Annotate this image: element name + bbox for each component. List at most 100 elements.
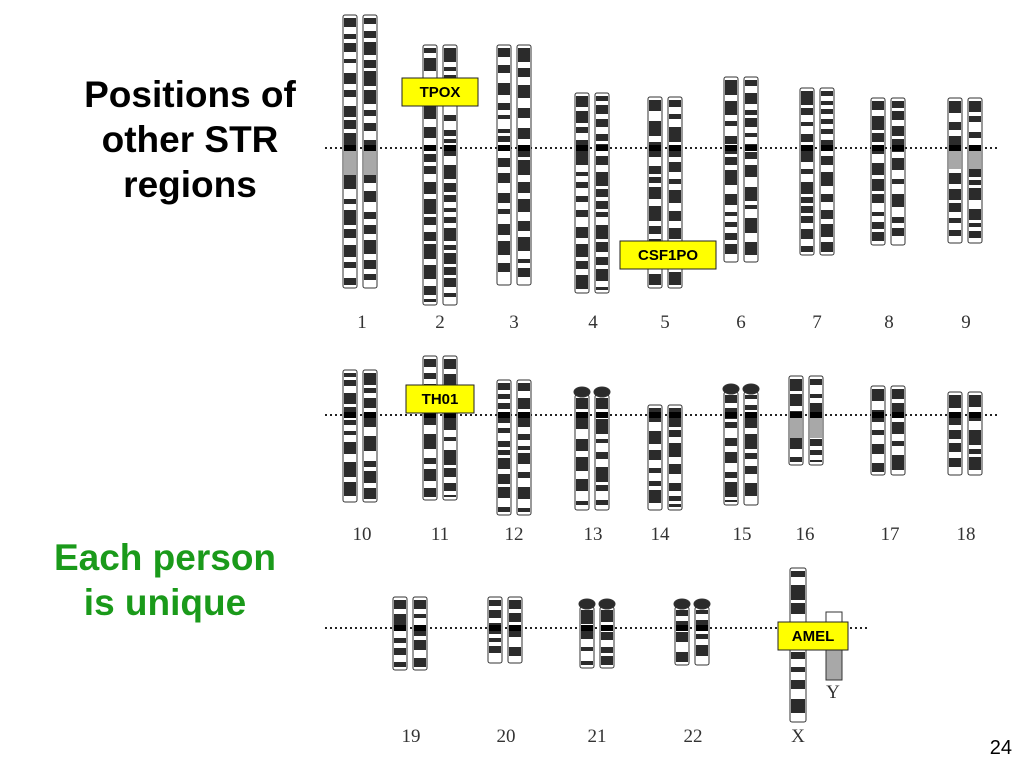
band [364, 388, 376, 393]
band [344, 278, 356, 285]
band [949, 443, 961, 452]
band [424, 488, 436, 497]
chromosome-number-label: X [791, 726, 805, 747]
marker-tag-label: TH01 [422, 391, 459, 408]
band [344, 210, 356, 225]
band [424, 127, 436, 138]
band [649, 100, 661, 111]
band [444, 495, 456, 497]
band [344, 420, 356, 425]
band [596, 485, 608, 491]
band [576, 416, 588, 429]
chromosome-number-label: 22 [684, 726, 703, 747]
satellite [593, 386, 611, 398]
band [364, 212, 376, 219]
chromosome-20-left [487, 596, 503, 664]
band [801, 169, 813, 174]
centromere [394, 625, 406, 631]
chromosome-10-right [362, 369, 378, 503]
band [498, 414, 510, 423]
band [498, 441, 510, 447]
band [424, 232, 436, 241]
band [344, 18, 356, 27]
band [444, 115, 456, 121]
band [444, 483, 456, 491]
band [892, 389, 904, 399]
chromosome-17-right [890, 385, 906, 476]
chromosome-number-label: 14 [651, 524, 671, 545]
centromere [872, 145, 884, 151]
band [725, 212, 737, 216]
band [518, 48, 530, 62]
band [344, 482, 356, 496]
band [791, 585, 805, 600]
band [872, 463, 884, 472]
band [745, 93, 757, 104]
chromosome-number-label: 13 [584, 524, 603, 545]
centromere [344, 412, 356, 418]
chromosome-13-right [593, 386, 611, 511]
chromosome-number-label: 1 [357, 312, 367, 333]
band [810, 379, 822, 385]
band [801, 216, 813, 223]
band [424, 48, 436, 53]
slide-title-line-1: Positions of [84, 74, 296, 115]
band [745, 118, 757, 127]
heterochromatin-band [790, 418, 802, 438]
marker-tag-label: CSF1PO [638, 247, 698, 264]
band [596, 439, 608, 443]
band [949, 173, 961, 184]
band [509, 630, 521, 637]
chromosome-10-left [342, 369, 358, 503]
chromosome-17-left [870, 385, 886, 476]
band [364, 225, 376, 234]
band [509, 647, 521, 656]
centromere [745, 412, 757, 418]
band [576, 196, 588, 202]
band [424, 105, 436, 119]
band [949, 218, 961, 223]
band [364, 123, 376, 131]
band [810, 394, 822, 398]
band [801, 182, 813, 194]
band [509, 613, 521, 622]
chromosome-11-right [442, 355, 458, 501]
band [745, 417, 757, 428]
band [596, 287, 608, 290]
band [576, 227, 588, 238]
band [669, 114, 681, 119]
band [444, 245, 456, 250]
band [696, 610, 708, 614]
chromosome-number-label: Y [826, 682, 840, 703]
band [669, 179, 681, 184]
band [949, 101, 961, 113]
centromere [424, 145, 436, 151]
band [949, 430, 961, 439]
band [498, 129, 510, 133]
band [444, 217, 456, 223]
band [790, 379, 802, 391]
band [498, 403, 510, 409]
centromere [676, 625, 688, 631]
band [498, 394, 510, 399]
band [394, 648, 406, 655]
band [424, 469, 436, 481]
marker-tag-box [405, 384, 475, 414]
band [364, 31, 376, 38]
band [725, 136, 737, 144]
band [872, 389, 884, 401]
band [949, 395, 961, 408]
chromosome-number-label: 12 [505, 524, 524, 545]
band [601, 656, 613, 665]
band [969, 449, 981, 454]
band [518, 453, 530, 464]
band [649, 166, 661, 174]
band [745, 466, 757, 474]
band [676, 632, 688, 642]
band [649, 177, 661, 183]
band [745, 80, 757, 86]
centromere [892, 145, 904, 151]
band [725, 395, 737, 403]
band [518, 472, 530, 478]
